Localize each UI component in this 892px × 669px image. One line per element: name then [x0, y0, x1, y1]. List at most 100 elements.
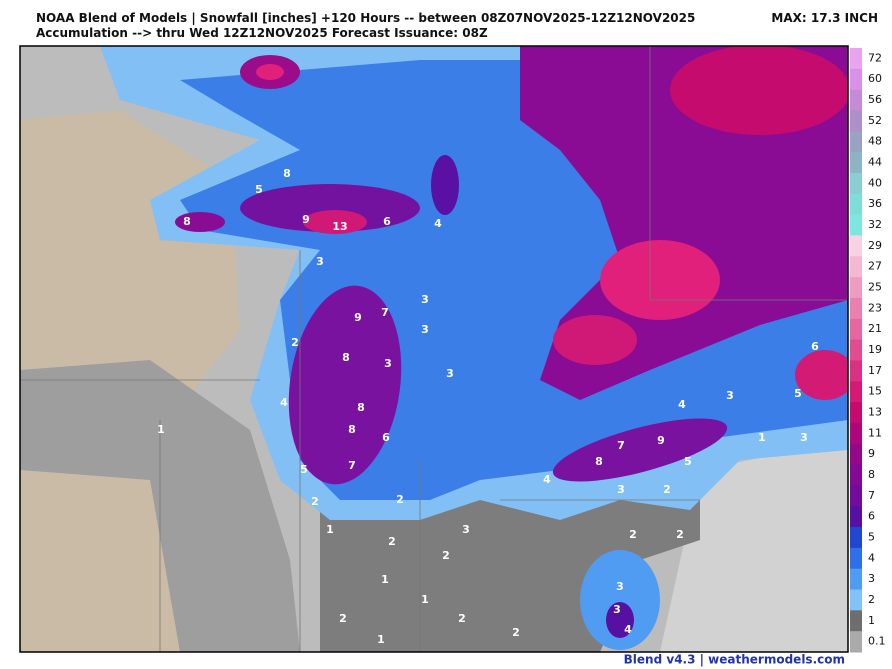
legend-label: 0.1: [868, 635, 886, 648]
max-blob: [600, 240, 720, 320]
map-field: [20, 46, 848, 652]
map-label: 9: [657, 434, 665, 447]
map-label: 3: [421, 293, 429, 306]
legend-swatch: [850, 110, 862, 132]
title-line1: NOAA Blend of Models | Snowfall [inches]…: [36, 11, 696, 25]
legend-swatch: [850, 193, 862, 216]
legend-swatch: [850, 318, 862, 341]
legend-label: 13: [868, 405, 882, 418]
map-label: 2: [663, 483, 671, 496]
map-label: 4: [678, 398, 686, 411]
legend-swatch: [850, 297, 862, 320]
map-label: 2: [629, 528, 637, 541]
lake-band: [431, 155, 459, 215]
map-label: 1: [421, 593, 429, 606]
legend-swatch: [850, 631, 862, 653]
legend-swatch: [850, 68, 862, 91]
legend-swatch: [850, 360, 862, 382]
legend-swatch: [850, 568, 862, 591]
lake-band: [552, 418, 728, 482]
map-label: 8: [348, 423, 356, 436]
legend-swatch: [850, 277, 862, 299]
legend-label: 40: [868, 176, 882, 189]
max-blob: [670, 46, 848, 135]
legend-label: 11: [868, 426, 882, 439]
map-label: 5: [300, 463, 308, 476]
map-label: 1: [326, 523, 334, 536]
legend-label: 48: [868, 135, 882, 148]
map-label: 7: [348, 459, 356, 472]
legend-swatch: [850, 381, 862, 403]
map-label: 2: [458, 612, 466, 625]
map-label: 3: [617, 483, 625, 496]
map-label: 3: [316, 255, 324, 268]
legend-swatch: [850, 464, 862, 486]
max-blob: [795, 350, 848, 400]
map-label: 8: [342, 351, 350, 364]
legend-label: 2: [868, 593, 875, 606]
legend-swatch: [850, 214, 862, 236]
map-label: 6: [383, 215, 391, 228]
legend-swatch: [850, 89, 862, 111]
map-label: 8: [357, 401, 365, 414]
legend-label: 72: [868, 51, 882, 64]
legend-label: 21: [868, 322, 882, 335]
map-label: 3: [421, 323, 429, 336]
lake-band: [288, 285, 402, 485]
map-label: 1: [381, 573, 389, 586]
map-label: 3: [800, 431, 808, 444]
legend-label: 3: [868, 572, 875, 585]
legend-swatch: [850, 589, 862, 611]
map-label: 3: [726, 389, 734, 402]
snow-light: [580, 550, 660, 650]
map-label: 2: [676, 528, 684, 541]
lake-band: [606, 602, 634, 638]
legend-label: 36: [868, 197, 882, 210]
map-label: 6: [811, 340, 819, 353]
border: [20, 46, 848, 652]
map-label: 9: [302, 213, 310, 226]
map-label: 8: [183, 215, 191, 228]
legend-label: 19: [868, 343, 882, 356]
legend-label: 8: [868, 468, 875, 481]
map-label: 4: [280, 396, 288, 409]
map-label: 3: [462, 523, 470, 536]
legend-label: 32: [868, 218, 882, 231]
map-label: 8: [283, 167, 291, 180]
map-label: 2: [291, 336, 299, 349]
legend-swatch: [850, 443, 862, 466]
legend-label: 25: [868, 281, 882, 294]
map-label: 8: [595, 455, 603, 468]
max-value: MAX: 17.3 INCH: [771, 11, 878, 25]
legend-swatch: [850, 131, 862, 153]
legend-label: 7: [868, 489, 875, 502]
map-label: 4: [624, 623, 632, 636]
map-label: 2: [388, 535, 396, 548]
footer: Blend v4.3 | weathermodels.com: [624, 653, 845, 667]
legend-swatch: [850, 402, 862, 424]
map-label: 5: [684, 455, 692, 468]
map-label: 5: [794, 387, 802, 400]
map-label: 2: [339, 612, 347, 625]
map-label: 3: [446, 367, 454, 380]
map-label: 4: [543, 473, 551, 486]
map-label: 2: [442, 549, 450, 562]
legend-swatch: [850, 339, 862, 361]
map-label: 1: [758, 431, 766, 444]
legend-swatch: [850, 547, 862, 570]
map-label: 2: [512, 626, 520, 639]
title-line2: Accumulation --> thru Wed 12Z12NOV2025 F…: [36, 26, 488, 40]
lake-band: [175, 212, 225, 232]
legend-label: 17: [868, 364, 882, 377]
map-label: 4: [434, 217, 442, 230]
legend-label: 9: [868, 447, 875, 460]
map-label: 3: [613, 603, 621, 616]
legend-label: 29: [868, 239, 882, 252]
legend-swatch: [850, 256, 862, 278]
legend-swatch: [850, 485, 862, 507]
max-blob: [553, 315, 637, 365]
map-label: 13: [332, 220, 347, 233]
legend-swatch: [850, 235, 862, 257]
